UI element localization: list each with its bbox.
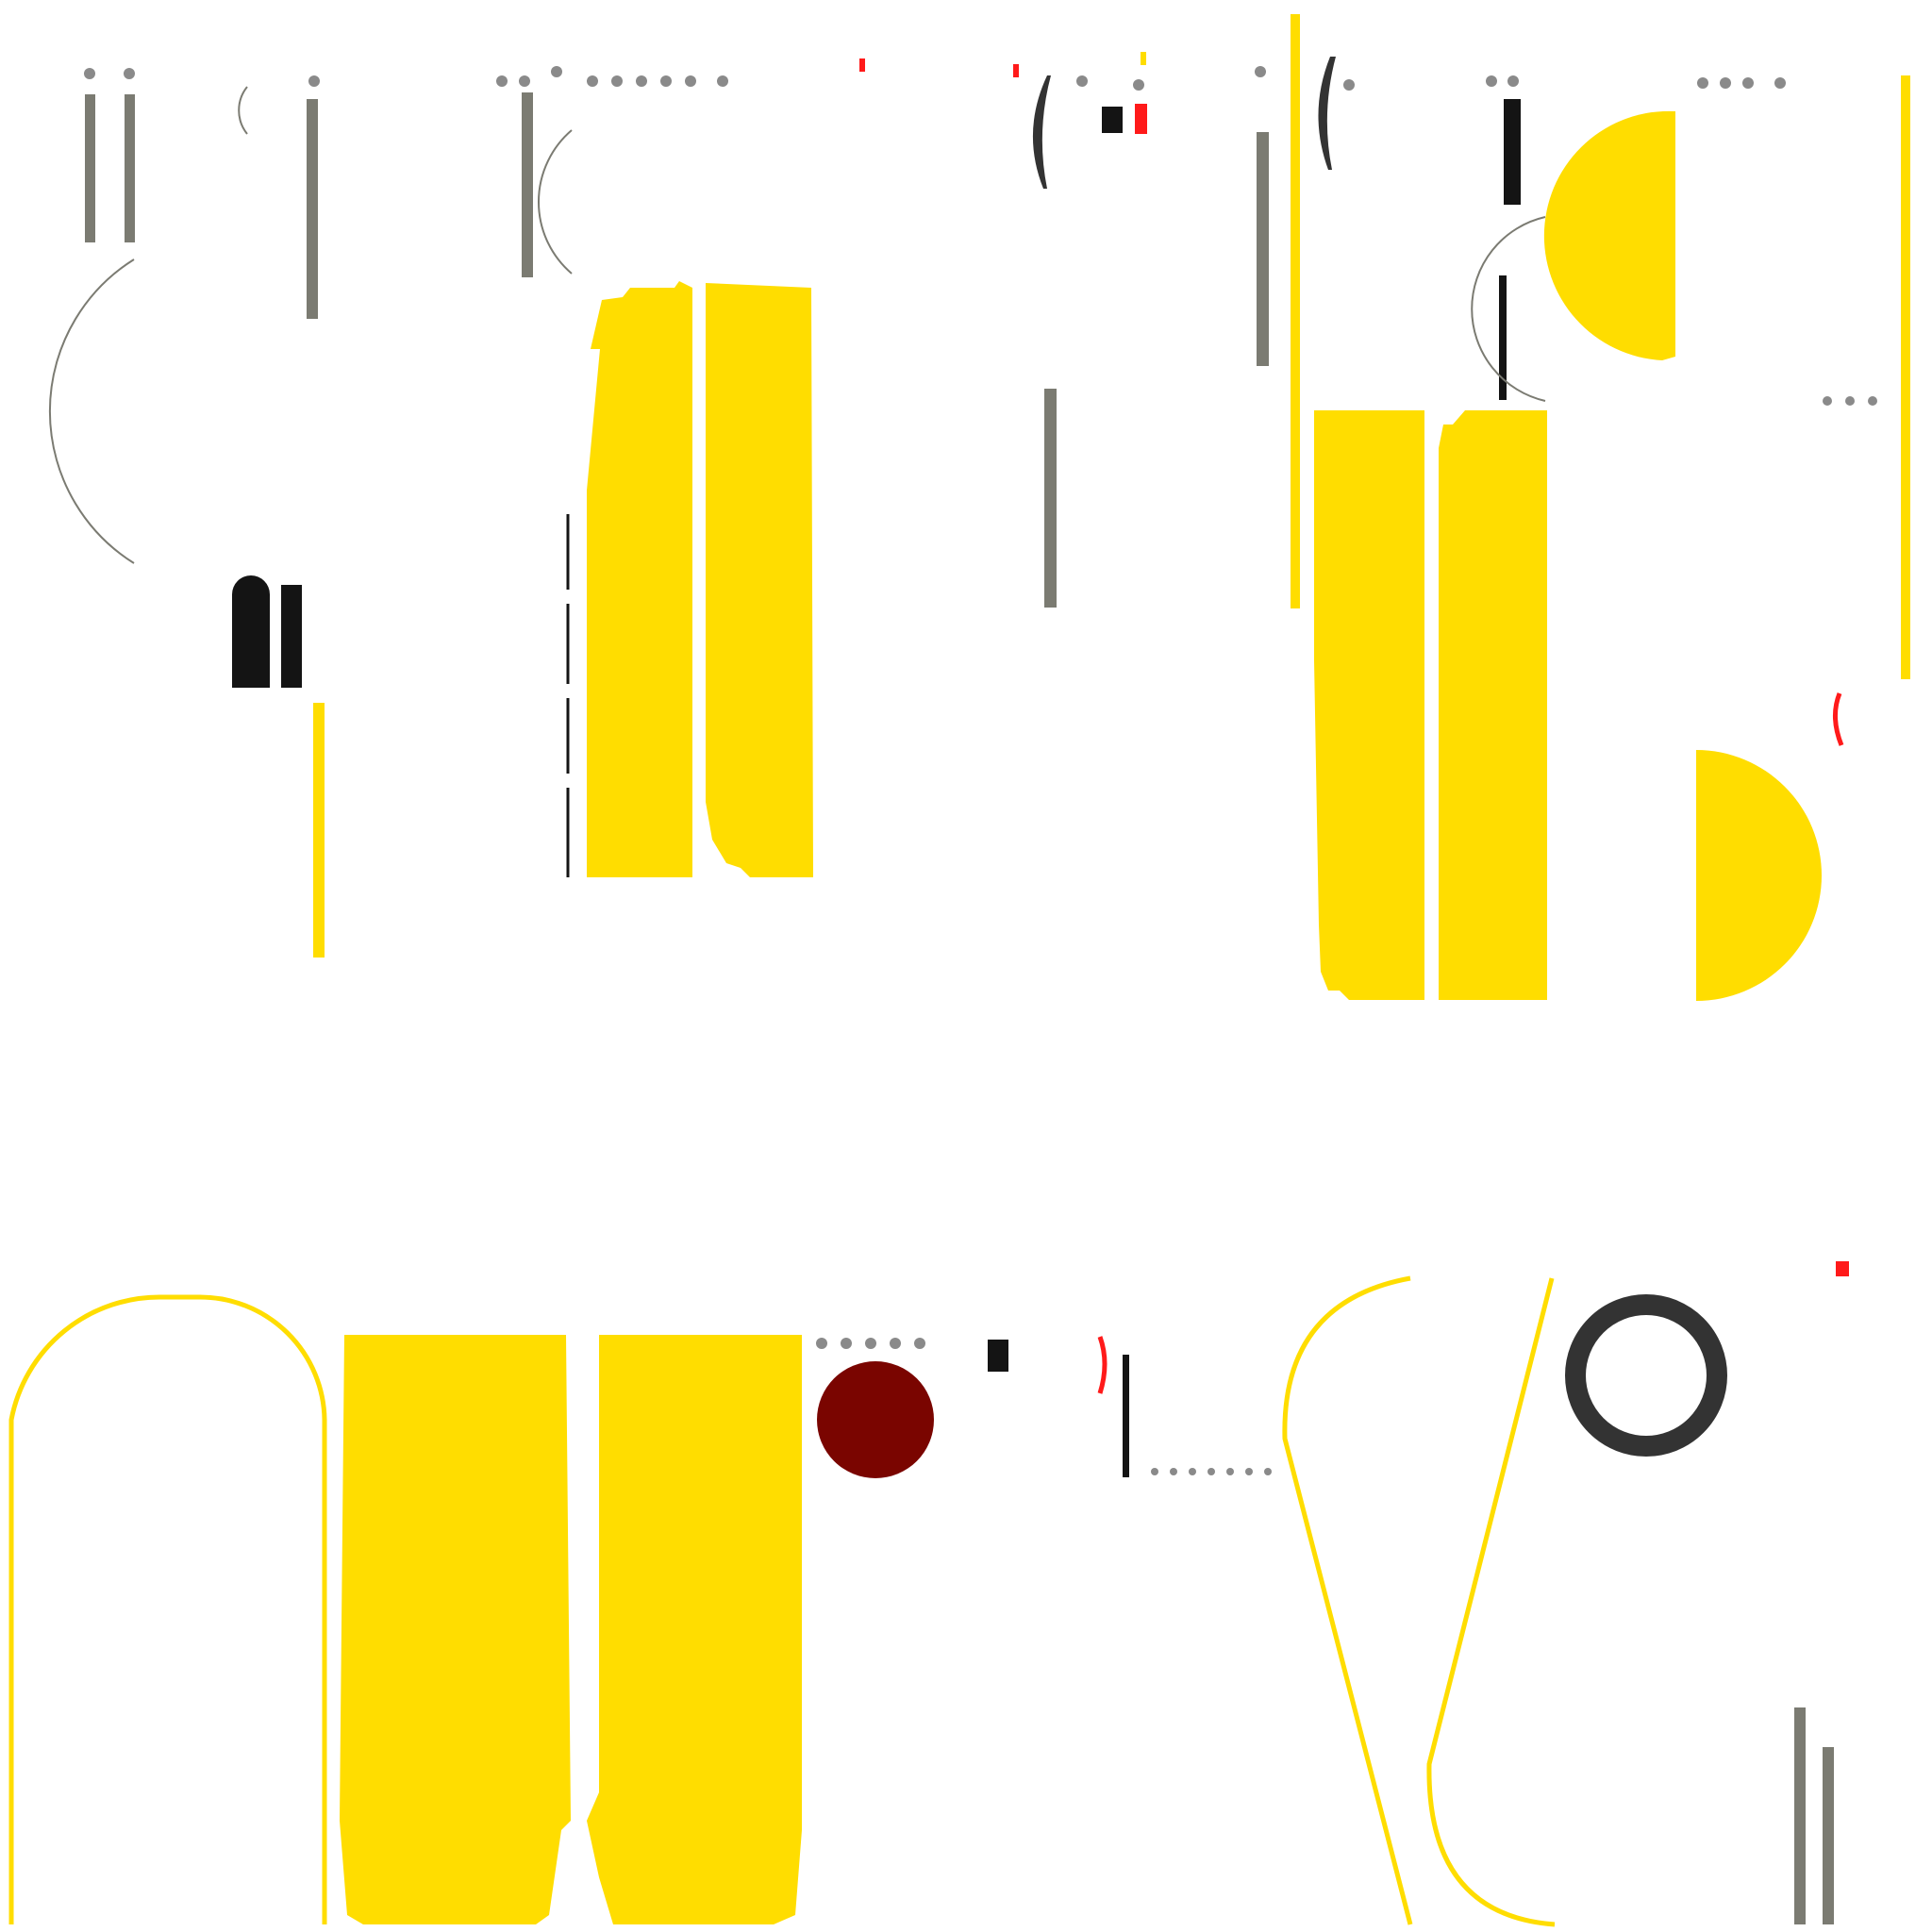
top-left-dot-row bbox=[84, 66, 728, 87]
dot bbox=[611, 75, 623, 87]
dot bbox=[660, 75, 672, 87]
gray-bar bbox=[85, 94, 95, 242]
dot bbox=[124, 68, 135, 79]
bottom-left-yellow-panels bbox=[340, 1335, 802, 1924]
yellow-panel bbox=[340, 1335, 571, 1924]
maroon-circle bbox=[817, 1361, 934, 1478]
dot bbox=[1189, 1468, 1196, 1475]
dot bbox=[914, 1338, 925, 1349]
red-mark bbox=[1013, 64, 1019, 77]
gray-bar bbox=[1044, 389, 1057, 608]
black-pill bbox=[232, 575, 270, 688]
gray-bar bbox=[307, 99, 318, 319]
dot bbox=[1255, 66, 1266, 77]
dark-ring bbox=[1565, 1294, 1727, 1457]
dot bbox=[1133, 79, 1144, 91]
dot bbox=[1076, 75, 1088, 87]
dot bbox=[1226, 1468, 1234, 1475]
red-mark bbox=[859, 58, 865, 72]
gray-bar bbox=[1823, 1747, 1834, 1924]
yellow-arch-outline bbox=[8, 1294, 327, 1924]
yellow-panel bbox=[706, 283, 813, 877]
gray-bar bbox=[522, 92, 533, 277]
dot bbox=[1774, 77, 1786, 89]
mid-gray-arc bbox=[538, 129, 573, 275]
dot bbox=[1245, 1468, 1253, 1475]
dot bbox=[519, 75, 530, 87]
yellow-panel bbox=[587, 281, 692, 877]
yellow-panel bbox=[1314, 410, 1424, 1000]
thin-yellow-strip bbox=[313, 703, 325, 958]
dot bbox=[865, 1338, 876, 1349]
large-gray-arc bbox=[48, 258, 135, 564]
yellow-diagonal-outline bbox=[1426, 1277, 1556, 1927]
top-right-yellow-panels bbox=[1314, 410, 1547, 1000]
dot bbox=[551, 66, 562, 77]
dot bbox=[816, 1338, 827, 1349]
yellow-semicircle-bottom bbox=[1696, 750, 1822, 1001]
dot bbox=[587, 75, 598, 87]
dot bbox=[1151, 1468, 1158, 1475]
dot bbox=[1720, 77, 1731, 89]
gray-bar bbox=[125, 94, 135, 242]
black-bar bbox=[1123, 1355, 1129, 1477]
top-left-gray-bars bbox=[85, 92, 533, 319]
black-bar bbox=[1504, 99, 1521, 205]
dot bbox=[1170, 1468, 1177, 1475]
dot bbox=[1486, 75, 1497, 87]
dot bbox=[1742, 77, 1754, 89]
black-bar bbox=[1499, 275, 1507, 400]
yellow-diagonal-outline bbox=[1282, 1275, 1413, 1925]
gray-bar bbox=[1257, 132, 1269, 366]
dot bbox=[84, 68, 95, 79]
dark-crescent bbox=[1318, 57, 1336, 170]
black-square bbox=[988, 1340, 1008, 1372]
red-arc-mark bbox=[1833, 692, 1844, 746]
dot bbox=[1264, 1468, 1272, 1475]
dot bbox=[1343, 79, 1355, 91]
dot bbox=[308, 75, 320, 87]
black-bar bbox=[281, 585, 302, 688]
bottom-right-gray-bars bbox=[1794, 1707, 1834, 1924]
yellow-panel bbox=[587, 1335, 802, 1924]
right-yellow-border-strip bbox=[1901, 75, 1910, 679]
yellow-mark bbox=[1141, 52, 1146, 65]
dot bbox=[496, 75, 508, 87]
top-right-dot-row bbox=[1343, 75, 1877, 406]
tall-yellow-border-strip bbox=[1291, 14, 1300, 608]
dot bbox=[890, 1338, 901, 1349]
dot bbox=[841, 1338, 852, 1349]
dot bbox=[1697, 77, 1708, 89]
dot bbox=[717, 75, 728, 87]
top-left-yellow-panels bbox=[587, 281, 813, 877]
yellow-panel bbox=[1439, 410, 1547, 1000]
bottom-middle-small-dots bbox=[1151, 1468, 1272, 1475]
dot bbox=[685, 75, 696, 87]
dot bbox=[636, 75, 647, 87]
dot bbox=[1823, 396, 1832, 406]
gray-bar bbox=[1794, 1707, 1806, 1924]
thin-gray-arc bbox=[1471, 216, 1546, 402]
red-square bbox=[1135, 104, 1147, 134]
top-middle-dot-row bbox=[1076, 66, 1266, 91]
small-gray-arc bbox=[238, 86, 248, 135]
red-arc-mark bbox=[1097, 1336, 1108, 1394]
red-square bbox=[1836, 1261, 1849, 1276]
dot bbox=[1208, 1468, 1215, 1475]
black-pill-pair bbox=[232, 575, 302, 688]
dot bbox=[1845, 396, 1855, 406]
dark-crescent bbox=[1032, 75, 1051, 189]
dot bbox=[1868, 396, 1877, 406]
yellow-semicircle-top bbox=[1543, 110, 1675, 361]
black-square bbox=[1102, 107, 1123, 133]
dot bbox=[1507, 75, 1519, 87]
bottom-middle-dot-row bbox=[816, 1338, 925, 1349]
